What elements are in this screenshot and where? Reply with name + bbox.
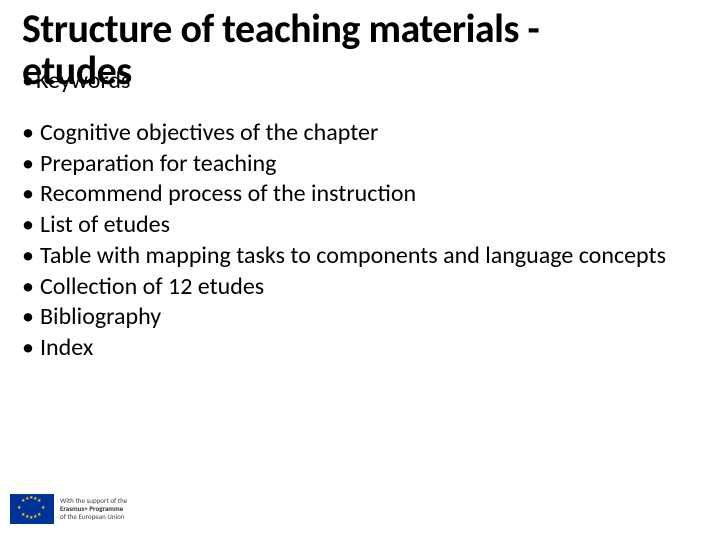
bullet-dot-icon: • [22,179,40,210]
bullet-dot-icon: • [22,272,40,303]
bullet-dot-icon: • [22,333,40,364]
list-item-text: Preparation for teaching [40,149,692,180]
list-item-text: Table with mapping tasks to components a… [40,241,692,272]
erasmus-line-3: of the European Union [60,513,127,521]
first-bullet-text: Keywords [36,66,130,95]
erasmus-text: With the support of the Erasmus+ Program… [60,497,127,521]
list-item: • Recommend process of the instruction [22,179,692,210]
list-item-text: Cognitive objectives of the chapter [40,118,692,149]
list-item: • List of etudes [22,210,692,241]
list-item: • Collection of 12 etudes [22,272,692,303]
list-item: • Preparation for teaching [22,149,692,180]
bullet-dot-icon: • [22,241,40,272]
bullet-dot-icon: • [22,118,40,149]
list-item: • Index [22,333,692,364]
list-item-text: Recommend process of the instruction [40,179,692,210]
list-item-text: Index [40,333,692,364]
bullet-dot-icon: • [22,149,40,180]
list-item-text: Collection of 12 etudes [40,272,692,303]
bullet-dot-icon: • [22,210,40,241]
list-item-text: Bibliography [40,302,692,333]
slide: Structure of teaching materials - etudes… [0,0,720,540]
bullet-list: • Cognitive objectives of the chapter • … [22,118,692,364]
list-item: • Table with mapping tasks to components… [22,241,692,272]
list-item: • Bibliography [22,302,692,333]
bullet-dot-icon: • [22,66,36,95]
title-line-1: Structure of teaching materials - [22,8,682,50]
eu-flag-icon: ★ ★ ★ ★ ★ ★ ★ ★ ★ ★ ★ ★ [10,494,54,524]
erasmus-footer: ★ ★ ★ ★ ★ ★ ★ ★ ★ ★ ★ ★ With the support… [10,488,200,530]
list-item: • Cognitive objectives of the chapter [22,118,692,149]
bullet-dot-icon: • [22,302,40,333]
list-item-text: List of etudes [40,210,692,241]
first-bullet-row: •Keywords [22,66,130,95]
